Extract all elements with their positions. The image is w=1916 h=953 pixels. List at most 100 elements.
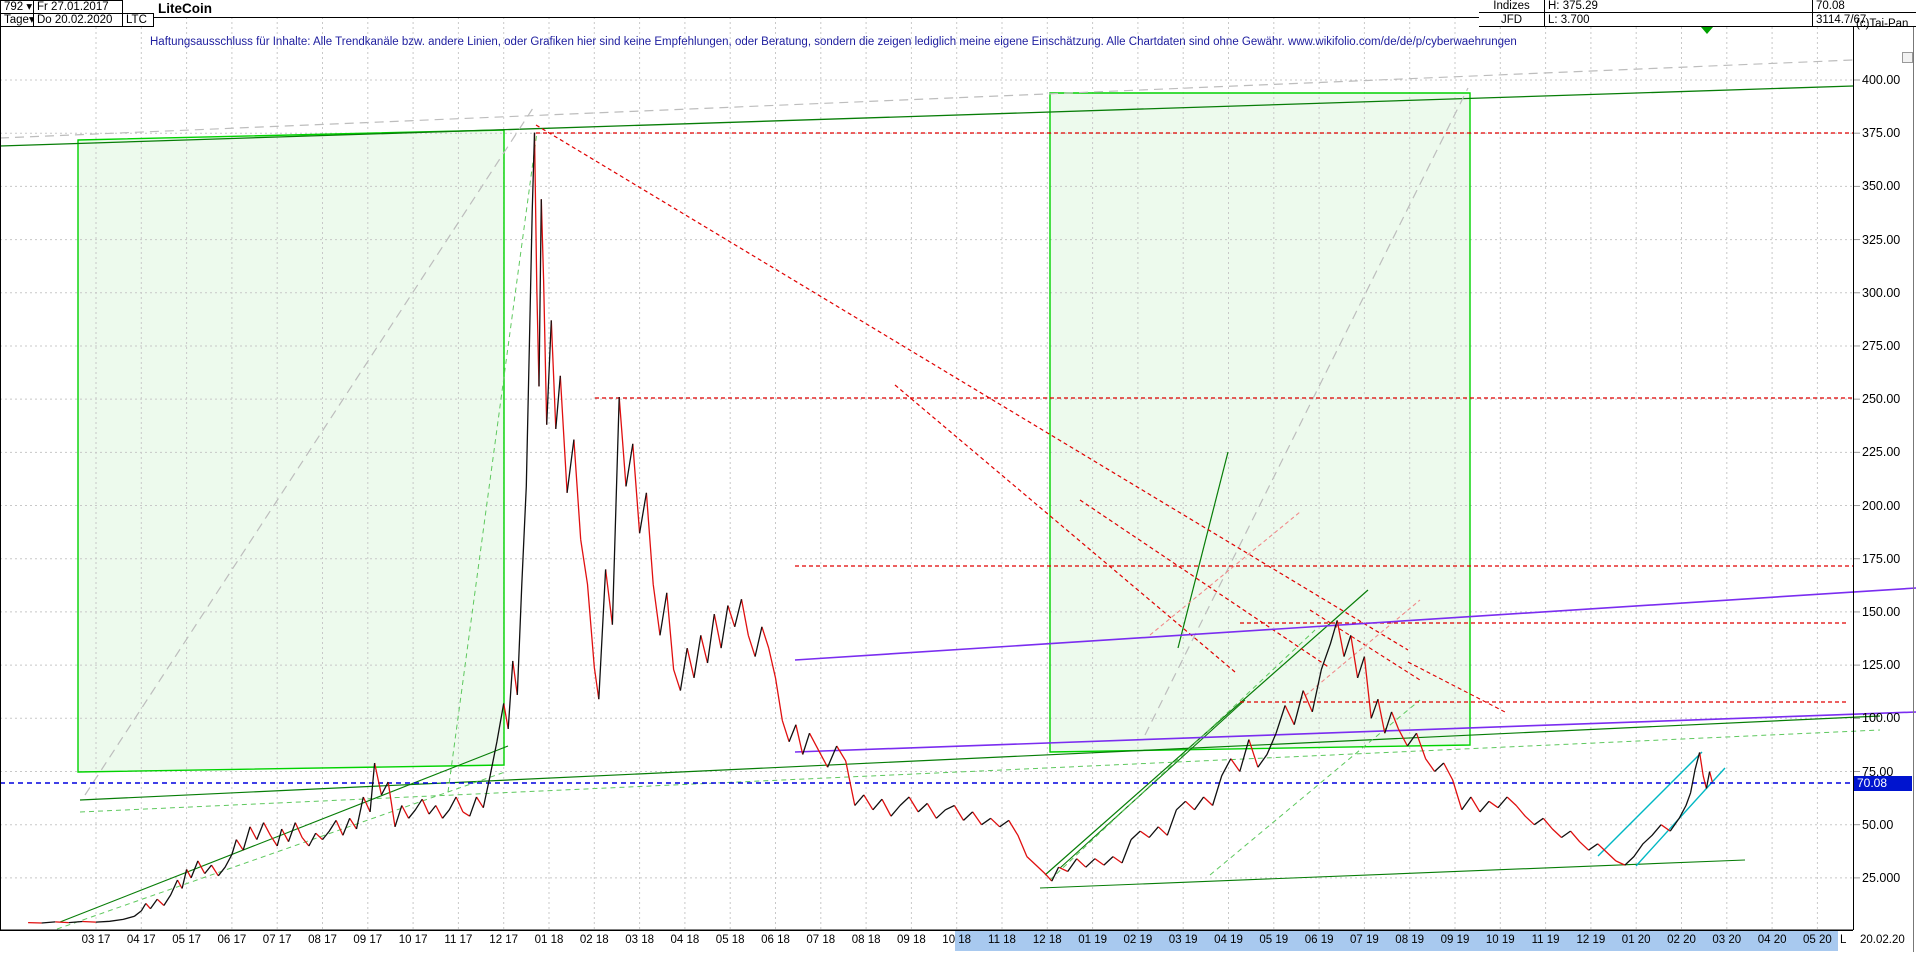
y-axis-label: 75.00 bbox=[1862, 764, 1894, 779]
projection-box-2017-border bbox=[77, 129, 505, 773]
dash-into-peak bbox=[447, 131, 538, 793]
low-support-2019 bbox=[1039, 859, 1746, 889]
period-dropdown[interactable]: Tage▾ bbox=[0, 13, 34, 27]
y-axis-label: 275.00 bbox=[1862, 338, 1901, 353]
x-axis-label: 01 19 bbox=[1078, 934, 1107, 946]
x-axis-label: 09 17 bbox=[353, 934, 383, 946]
y-axis-label: 100.00 bbox=[1862, 711, 1901, 726]
broker-label: JFD bbox=[1479, 13, 1545, 27]
cyan-channel-a bbox=[1597, 751, 1703, 857]
bars-count-value: 792 bbox=[4, 1, 24, 13]
x-axis-label: 02 18 bbox=[579, 934, 609, 946]
period-low: L: 3.700 bbox=[1545, 13, 1813, 27]
y-axis-label: 325.00 bbox=[1862, 232, 1901, 247]
x-axis-label: 07 19 bbox=[1350, 934, 1379, 946]
x-axis-label: 11 17 bbox=[444, 934, 473, 946]
y-axis-label: 125.00 bbox=[1862, 658, 1901, 673]
x-axis-label: 02 20 bbox=[1667, 934, 1696, 946]
y-axis-label: 375.00 bbox=[1862, 126, 1901, 141]
y-axis-label: 300.00 bbox=[1862, 285, 1901, 300]
projection-box-2019-border bbox=[1049, 92, 1471, 753]
chevron-down-icon: ▾ bbox=[29, 14, 33, 26]
red-diag-2019 bbox=[1079, 499, 1331, 669]
x-axis-label: 06 17 bbox=[217, 934, 247, 946]
purple-upper bbox=[794, 587, 1916, 661]
price-series-down bbox=[28, 132, 1713, 924]
symbol-cell: LTC bbox=[122, 13, 154, 27]
red-diag-short-a bbox=[1309, 609, 1421, 681]
window-right-border bbox=[1913, 0, 1914, 952]
chart-top-border bbox=[0, 17, 1853, 18]
x-axis-label: 11 18 bbox=[988, 934, 1016, 946]
dash-bottom-long bbox=[79, 729, 1881, 813]
period-high: H: 375.29 bbox=[1545, 0, 1813, 13]
x-axis-label: 06 19 bbox=[1304, 934, 1334, 946]
x-axis-label: 01 20 bbox=[1621, 934, 1651, 946]
x-axis-label: 05 19 bbox=[1259, 934, 1289, 946]
x-axis-label: 03 18 bbox=[625, 934, 654, 946]
y-axis-label: 250.00 bbox=[1862, 392, 1901, 407]
dash-2019-a bbox=[1049, 629, 1316, 881]
dash-support-2017 bbox=[39, 771, 506, 936]
x-axis-label: 06 18 bbox=[761, 934, 790, 946]
pink-rising-a bbox=[1149, 511, 1301, 636]
copyright-label: (c)Tai-Pan bbox=[1856, 18, 1909, 30]
x-axis-label: 05 18 bbox=[715, 934, 745, 946]
price-series-up bbox=[41, 132, 1711, 924]
y-axis-label: 150.00 bbox=[1862, 604, 1901, 619]
x-axis-label: 08 19 bbox=[1395, 934, 1425, 946]
last-value: 70.08 bbox=[1813, 0, 1916, 13]
y-axis-label: 50.00 bbox=[1862, 817, 1894, 832]
x-axis-label: 03 19 bbox=[1168, 934, 1198, 946]
bars-count-dropdown[interactable]: 792 ▾ bbox=[0, 0, 34, 14]
y-axis-label: 200.00 bbox=[1862, 498, 1901, 513]
range-value: 3114.7/67. bbox=[1813, 13, 1916, 27]
axis-settings-widget[interactable] bbox=[1902, 52, 1913, 63]
x-axis-label: 11 19 bbox=[1531, 934, 1560, 946]
y-axis-label: 350.00 bbox=[1862, 179, 1901, 194]
disclaimer-text: Haftungsausschluss für Inhalte: Alle Tre… bbox=[150, 36, 1517, 48]
x-axis-label: 12 19 bbox=[1576, 934, 1606, 946]
x-axis-label: 04 18 bbox=[670, 934, 700, 946]
x-axis-label: 10 19 bbox=[1485, 934, 1515, 946]
x-axis-label: 05 17 bbox=[172, 934, 201, 946]
date-to-cell: Do 20.02.2020 bbox=[33, 13, 123, 27]
x-axis-label: 03 17 bbox=[81, 934, 111, 946]
y-axis-label: 25.000 bbox=[1862, 870, 1901, 885]
current-price-badge: 70.08 bbox=[1854, 776, 1912, 791]
x-axis-label: 12 17 bbox=[489, 934, 519, 946]
x-axis-label: 07 17 bbox=[262, 934, 292, 946]
channel-2019-mid bbox=[1059, 699, 1246, 869]
instrument-name: LiteCoin bbox=[158, 1, 212, 16]
x-axis-label: 10 17 bbox=[398, 934, 428, 946]
x-axis-label: 12 18 bbox=[1032, 934, 1062, 946]
red-diag-long bbox=[535, 124, 1409, 651]
x-axis-label: 10 18 bbox=[942, 934, 972, 946]
x-axis-label: 01 18 bbox=[534, 934, 564, 946]
date-range-highlight[interactable] bbox=[955, 931, 1838, 951]
y-axis-label: 225.00 bbox=[1862, 445, 1901, 460]
x-axis-label: 04 20 bbox=[1757, 934, 1787, 946]
date-from-cell: Fr 27.01.2017 bbox=[33, 0, 123, 14]
x-axis-label: 05 20 bbox=[1803, 934, 1832, 946]
gray-diagonal-2017 bbox=[84, 104, 536, 796]
x-axis-label: 08 18 bbox=[851, 934, 881, 946]
purple-lower bbox=[794, 711, 1916, 753]
trend-2019-up bbox=[1044, 589, 1369, 876]
x-axis-label: 04 17 bbox=[126, 934, 156, 946]
source-label: Indizes bbox=[1479, 0, 1545, 13]
x-axis-label: 03 20 bbox=[1712, 934, 1742, 946]
gray-diagonal-2019 bbox=[1144, 87, 1469, 736]
price-axis-line bbox=[1853, 17, 1854, 930]
signal-triangle-icon bbox=[1701, 27, 1713, 34]
gray-top-channel bbox=[0, 59, 1854, 139]
resistance-top bbox=[0, 85, 1854, 147]
x-axis-label: 09 19 bbox=[1440, 934, 1470, 946]
period-value: Tage bbox=[4, 14, 29, 26]
y-axis-label: 175.00 bbox=[1862, 551, 1901, 566]
x-axis-label: 08 17 bbox=[308, 934, 337, 946]
x-axis-label: 02 19 bbox=[1123, 934, 1153, 946]
x-axis-label: 07 18 bbox=[806, 934, 836, 946]
pink-rising-b bbox=[1299, 599, 1421, 701]
